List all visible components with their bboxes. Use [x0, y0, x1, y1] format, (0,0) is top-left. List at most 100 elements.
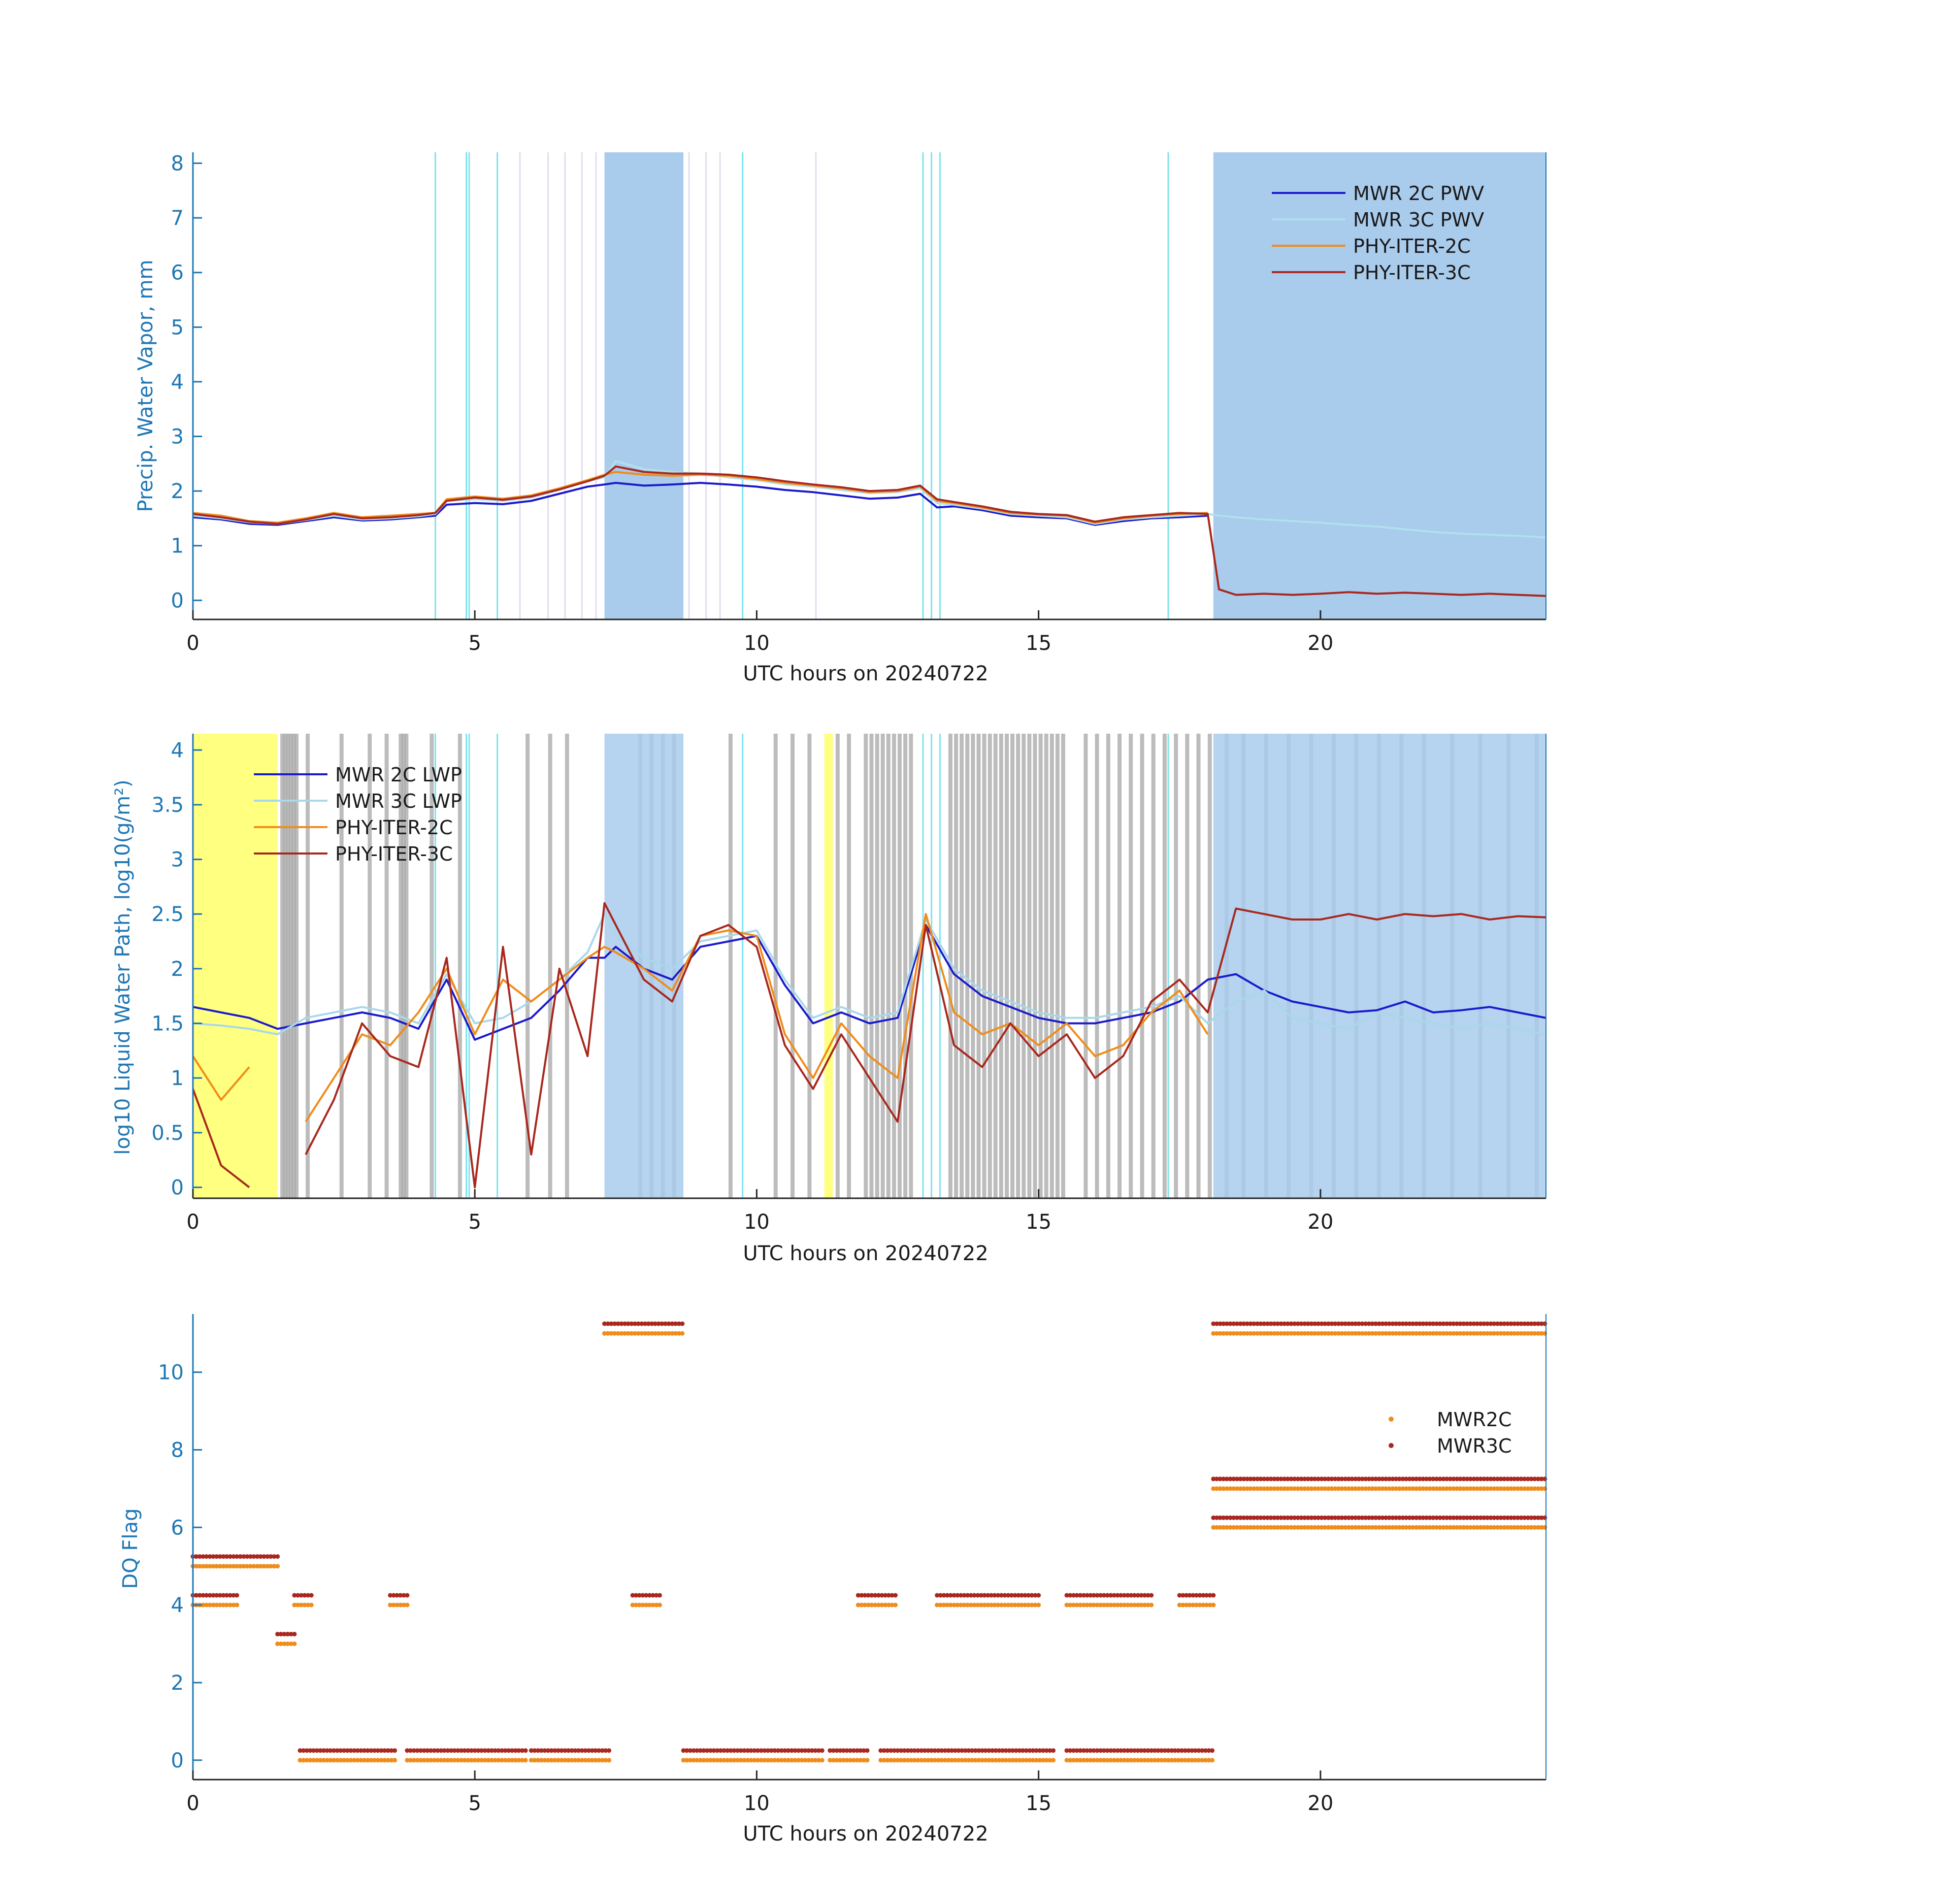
- legend-label: PHY-ITER-3C: [335, 843, 453, 865]
- dq-point: [989, 1602, 994, 1607]
- dq-point: [1241, 1476, 1246, 1482]
- dq-point: [308, 1758, 313, 1763]
- dq-point: [1235, 1515, 1239, 1520]
- dq-point: [338, 1758, 343, 1763]
- dq-point: [1111, 1602, 1116, 1607]
- dq-point: [670, 1331, 675, 1336]
- dq-point: [639, 1331, 644, 1336]
- dq-point: [1268, 1486, 1273, 1491]
- dq-point: [1387, 1525, 1392, 1530]
- dq-point: [369, 1748, 374, 1753]
- dq-point: [711, 1748, 716, 1753]
- dq-point: [1078, 1748, 1083, 1753]
- dq-point: [1225, 1331, 1229, 1336]
- dq-point: [1437, 1525, 1442, 1530]
- dq-point: [922, 1748, 927, 1753]
- dq-point: [1101, 1748, 1106, 1753]
- dq-point: [1488, 1515, 1493, 1520]
- dq-point: [1360, 1331, 1365, 1336]
- dq-point: [459, 1758, 464, 1763]
- dq-point: [211, 1593, 216, 1598]
- dq-point: [245, 1564, 250, 1569]
- dq-point: [1390, 1486, 1395, 1491]
- dq-point: [1455, 1525, 1460, 1530]
- dq-point: [1193, 1748, 1198, 1753]
- dq-point: [1407, 1486, 1412, 1491]
- dq-point: [1252, 1331, 1257, 1336]
- dq-point: [1265, 1515, 1270, 1520]
- dq-point: [629, 1331, 634, 1336]
- dq-point: [1492, 1525, 1497, 1530]
- dq-point: [536, 1748, 541, 1753]
- dq-point: [1508, 1321, 1513, 1326]
- dq-point: [1166, 1748, 1171, 1753]
- dq-point: [1441, 1525, 1446, 1530]
- dq-point: [1156, 1758, 1161, 1763]
- dq-point: [630, 1602, 635, 1607]
- dq-point: [619, 1331, 624, 1336]
- dq-point: [1295, 1321, 1300, 1326]
- dq-point: [197, 1554, 202, 1559]
- dq-point: [789, 1748, 794, 1753]
- dq-point: [844, 1748, 849, 1753]
- dq-point: [369, 1758, 374, 1763]
- dq-point: [1031, 1748, 1035, 1753]
- dq-point: [636, 1321, 641, 1326]
- dq-point: [1262, 1331, 1267, 1336]
- series-line-4: [192, 465, 1546, 597]
- dq-point: [1333, 1331, 1338, 1336]
- dq-point: [1397, 1476, 1402, 1482]
- dq-point: [435, 1748, 440, 1753]
- dq-point: [1012, 1602, 1017, 1607]
- dq-point: [1024, 1748, 1029, 1753]
- dq-point: [1132, 1758, 1137, 1763]
- dq-point: [1444, 1486, 1450, 1491]
- dq-point: [1292, 1331, 1297, 1336]
- dq-point: [725, 1748, 730, 1753]
- dq-point: [647, 1593, 652, 1598]
- dq-point: [942, 1748, 947, 1753]
- dq-point: [342, 1758, 347, 1763]
- dq-point: [1245, 1486, 1249, 1491]
- dq-point: [392, 1748, 397, 1753]
- dq-point: [348, 1758, 353, 1763]
- dq-point: [231, 1593, 236, 1598]
- dq-point: [388, 1602, 393, 1607]
- gray-event-band: [864, 734, 868, 1198]
- y-tick-label: 2.5: [151, 903, 184, 926]
- dq-point: [1037, 1758, 1042, 1763]
- dq-point: [698, 1748, 703, 1753]
- dq-point: [204, 1564, 209, 1569]
- dq-point: [905, 1748, 910, 1753]
- dq-point: [1539, 1476, 1544, 1482]
- dq-point: [1003, 1758, 1008, 1763]
- gray-event-band: [880, 734, 885, 1198]
- dq-point: [1074, 1593, 1079, 1598]
- dq-point: [352, 1758, 357, 1763]
- dq-point: [892, 1748, 897, 1753]
- dq-point: [980, 1758, 985, 1763]
- dq-point: [948, 1593, 953, 1598]
- dq-point: [831, 1758, 836, 1763]
- dq-point: [813, 1748, 818, 1753]
- dq-point: [1326, 1321, 1331, 1326]
- gray-event-band: [404, 734, 409, 1198]
- x-tick-label: 5: [468, 1210, 481, 1234]
- dq-point: [848, 1758, 853, 1763]
- dq-point: [1353, 1321, 1358, 1326]
- series-line-1: [192, 482, 1208, 526]
- dq-point: [1105, 1593, 1110, 1598]
- dq-point: [1451, 1331, 1456, 1336]
- dq-point: [1451, 1321, 1456, 1326]
- dq-point: [1366, 1486, 1371, 1491]
- gray-event-band: [835, 734, 840, 1198]
- dq-point: [732, 1748, 737, 1753]
- dq-point: [1217, 1525, 1223, 1530]
- dq-point: [1455, 1486, 1460, 1491]
- dq-point: [1502, 1331, 1507, 1336]
- dq-point: [1115, 1593, 1120, 1598]
- dq-point: [1512, 1515, 1517, 1520]
- dq-point: [338, 1748, 343, 1753]
- dq-point: [429, 1758, 434, 1763]
- dq-point: [1482, 1486, 1487, 1491]
